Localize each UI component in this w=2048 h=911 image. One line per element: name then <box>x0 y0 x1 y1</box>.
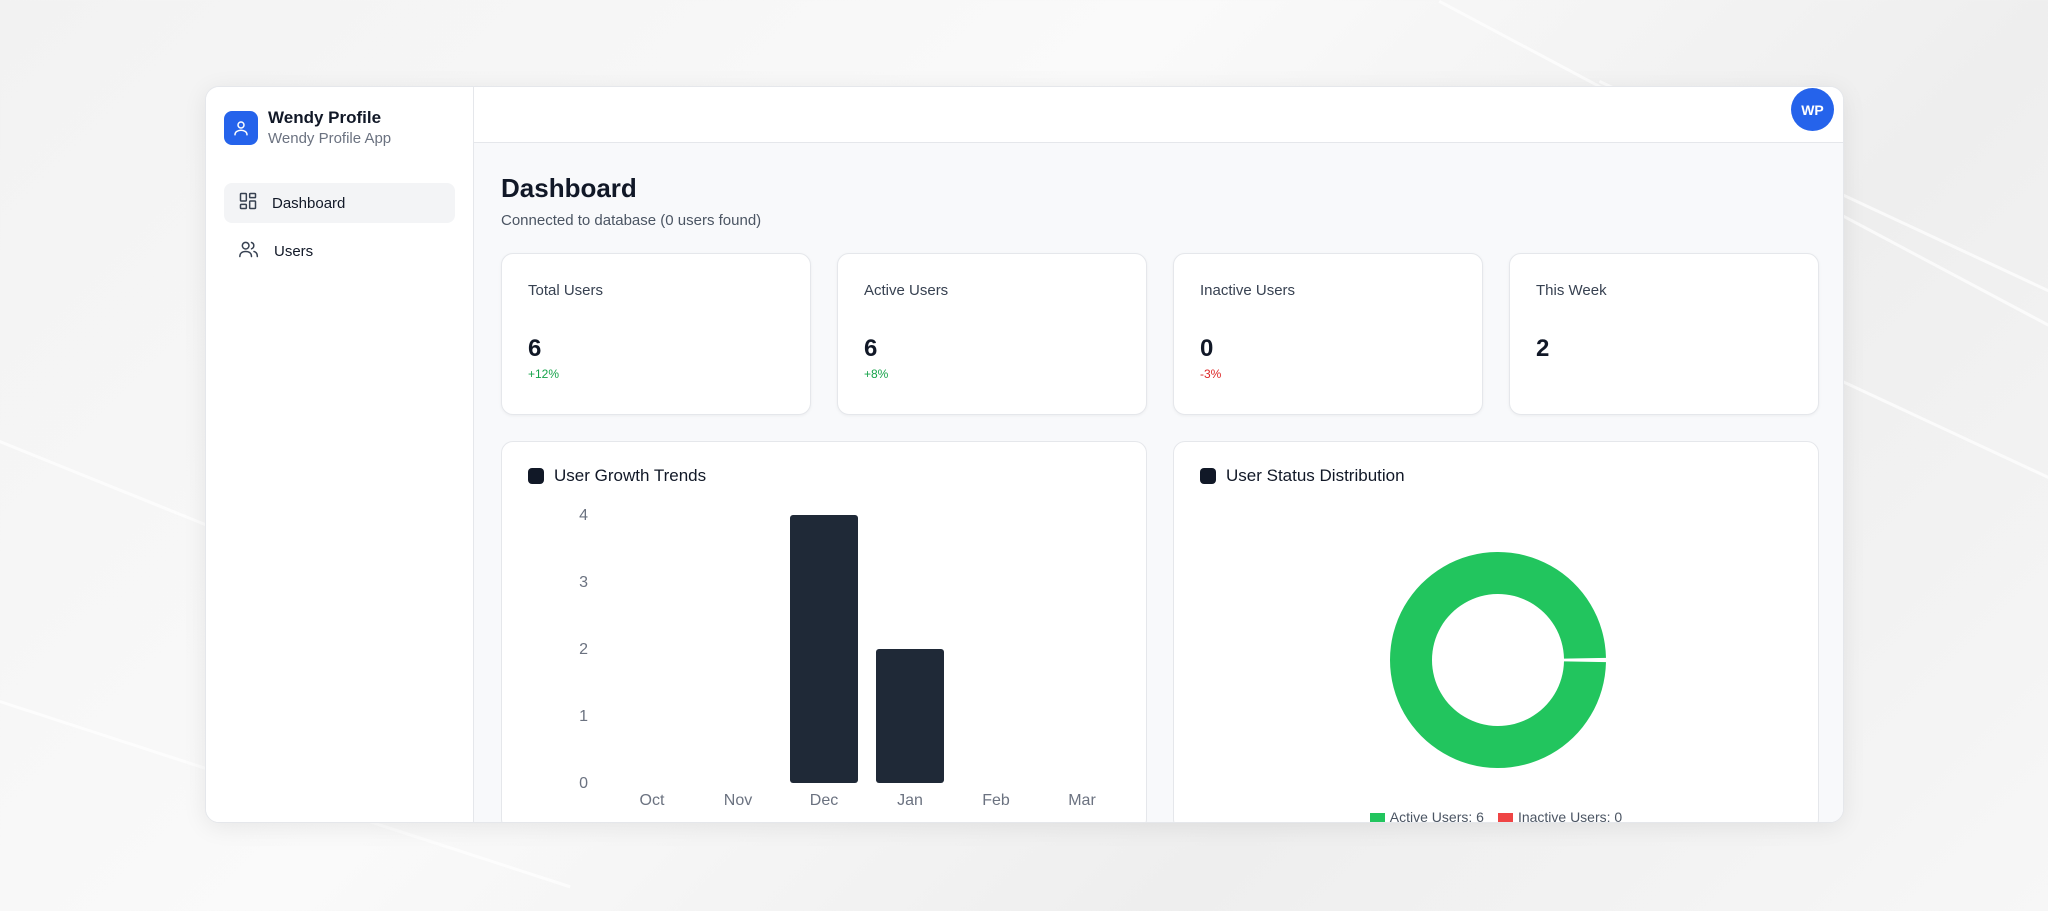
user-status-chart-card: User Status Distribution Active Users: 6… <box>1173 441 1819 823</box>
x-tick-label: Feb <box>982 792 1010 809</box>
stat-card-active-users: Active Users 6 +8% <box>837 253 1147 415</box>
stat-value: 0 <box>1200 335 1214 362</box>
app-window: Wendy Profile Wendy Profile App Dashboar… <box>205 86 1844 823</box>
user-growth-bar-chart: 0 1 2 3 4 Oct Nov Dec Jan Feb Mar <box>579 507 1096 809</box>
user-growth-chart-card: User Growth Trends 0 1 2 3 4 Oct Nov Dec Jan Feb M… <box>501 441 1147 822</box>
chart-header: User Growth Trends <box>528 466 1120 486</box>
stat-value: 2 <box>1536 335 1550 362</box>
stat-label: This Week <box>1536 282 1607 299</box>
stat-change: +8% <box>864 367 889 381</box>
sidebar: Wendy Profile Wendy Profile App Dashboar… <box>206 87 474 822</box>
stat-value: 6 <box>864 335 878 362</box>
dashboard-icon <box>238 191 258 215</box>
chart-header: User Status Distribution <box>1200 466 1792 486</box>
legend-label: Inactive Users: 0 <box>1517 809 1623 823</box>
stat-label: Inactive Users <box>1200 282 1296 299</box>
x-tick-label: Dec <box>810 792 838 809</box>
stat-card-total-users: Total Users 6 +12% <box>501 253 811 415</box>
stat-value: 6 <box>528 335 542 362</box>
chart-title: User Growth Trends <box>554 466 707 485</box>
top-bar: WP <box>474 87 1843 143</box>
brand[interactable]: Wendy Profile Wendy Profile App <box>224 107 455 149</box>
stat-card-inactive-users: Inactive Users 0 -3% <box>1173 253 1483 415</box>
x-tick-label: Mar <box>1068 792 1096 809</box>
chart-dot-icon <box>1200 468 1216 484</box>
stat-card-this-week: This Week 2 <box>1509 253 1819 415</box>
sidebar-item-label: Users <box>274 242 314 260</box>
main-area: WP Dashboard Connected to database (0 us… <box>474 87 1843 823</box>
bar-jan <box>876 649 944 783</box>
y-tick-label: 4 <box>579 507 588 524</box>
y-tick-label: 0 <box>579 775 588 792</box>
legend-swatch <box>1497 812 1513 822</box>
page-title: Dashboard <box>501 173 637 203</box>
legend-item-inactive[interactable]: Inactive Users: 0 <box>1497 809 1623 823</box>
x-tick-label: Nov <box>724 792 752 809</box>
legend-item-active[interactable]: Active Users: 6 <box>1369 809 1484 823</box>
stat-label: Active Users <box>864 282 949 299</box>
stats-grid: Total Users 6 +12% Active Users 6 +8% In… <box>501 253 1819 415</box>
user-status-donut-chart <box>1390 552 1606 768</box>
stat-change: -3% <box>1200 367 1222 381</box>
app-name: Wendy Profile <box>268 108 382 127</box>
y-tick-label: 1 <box>579 708 588 725</box>
sidebar-item-users[interactable]: Users <box>224 231 455 271</box>
sidebar-item-label: Dashboard <box>272 194 346 212</box>
connection-status: Connected to database (0 users found) <box>501 212 762 229</box>
slice-active-users <box>1390 552 1606 768</box>
x-tick-label: Oct <box>640 792 665 809</box>
app-subtitle: Wendy Profile App <box>268 130 392 147</box>
users-icon <box>238 239 260 263</box>
chart-legend: Active Users: 6 Inactive Users: 0 <box>1174 804 1818 823</box>
x-tick-label: Jan <box>897 792 923 809</box>
bar-dec <box>790 515 858 783</box>
y-tick-label: 3 <box>579 574 588 591</box>
dashboard-content: Dashboard Connected to database (0 users… <box>474 143 1843 823</box>
y-tick-label: 2 <box>579 641 588 658</box>
avatar[interactable]: WP <box>1791 88 1834 131</box>
charts-grid: User Growth Trends 0 1 2 3 4 Oct Nov Dec Jan Feb M… <box>501 441 1819 823</box>
legend-swatch <box>1369 812 1385 822</box>
sidebar-item-dashboard[interactable]: Dashboard <box>224 183 455 223</box>
chart-title: User Status Distribution <box>1226 466 1405 485</box>
stat-change: +12% <box>528 367 560 381</box>
stat-label: Total Users <box>528 282 604 299</box>
legend-label: Active Users: 6 <box>1389 809 1484 823</box>
user-icon <box>224 111 258 145</box>
chart-dot-icon <box>528 468 544 484</box>
